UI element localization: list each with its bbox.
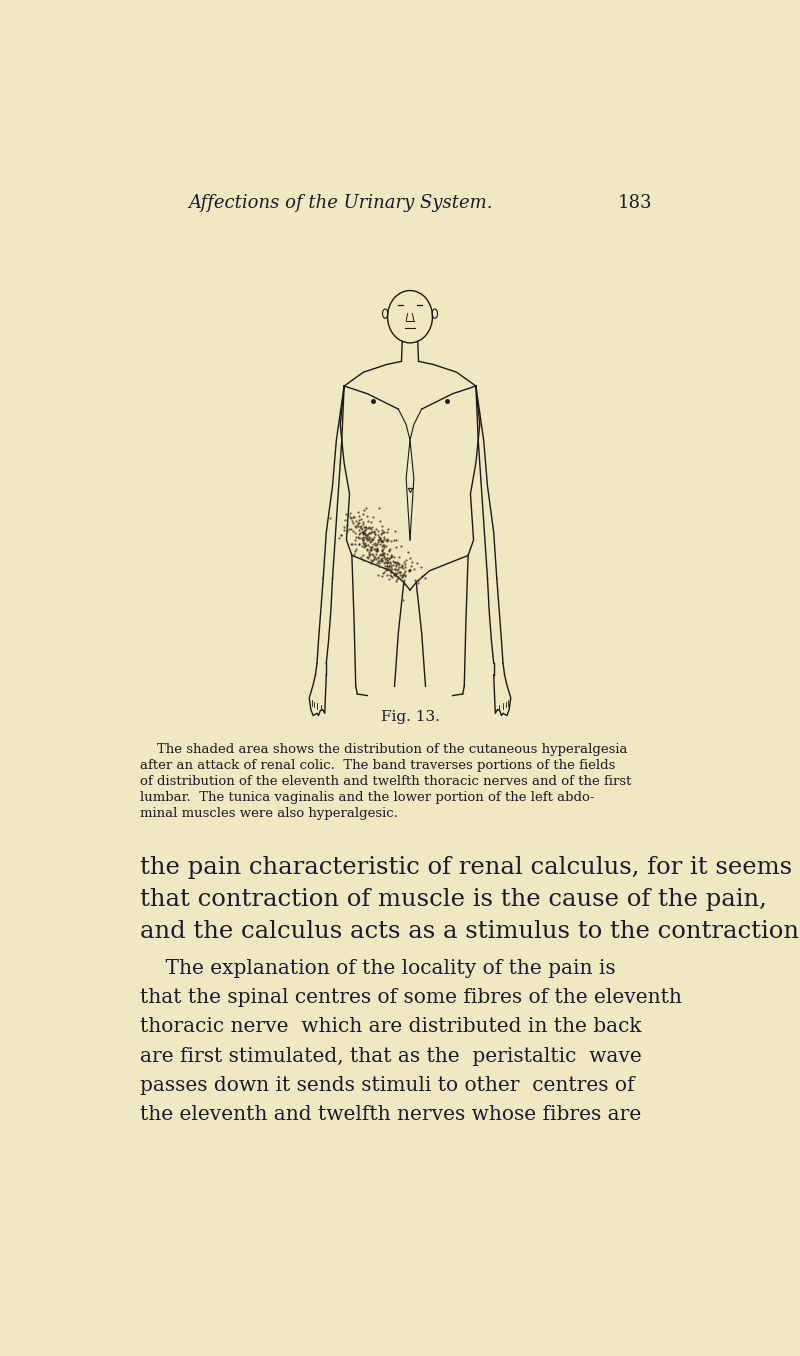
Text: Fig. 13.: Fig. 13. xyxy=(381,711,439,724)
Text: 183: 183 xyxy=(618,194,652,212)
Text: are first stimulated, that as the  peristaltic  wave: are first stimulated, that as the perist… xyxy=(140,1047,642,1066)
Text: The explanation of the locality of the pain is: The explanation of the locality of the p… xyxy=(140,959,616,978)
Text: of distribution of the eleventh and twelfth thoracic nerves and of the first: of distribution of the eleventh and twel… xyxy=(140,774,632,788)
Text: that contraction of muscle is the cause of the pain,: that contraction of muscle is the cause … xyxy=(140,888,767,911)
Text: passes down it sends stimuli to other  centres of: passes down it sends stimuli to other ce… xyxy=(140,1075,635,1094)
Text: the eleventh and twelfth nerves whose fibres are: the eleventh and twelfth nerves whose fi… xyxy=(140,1105,642,1124)
Text: thoracic nerve  which are distributed in the back: thoracic nerve which are distributed in … xyxy=(140,1017,642,1036)
Text: minal muscles were also hyperalgesic.: minal muscles were also hyperalgesic. xyxy=(140,807,398,820)
Text: lumbar.  The tunica vaginalis and the lower portion of the left abdo-: lumbar. The tunica vaginalis and the low… xyxy=(140,791,594,804)
Text: that the spinal centres of some fibres of the eleventh: that the spinal centres of some fibres o… xyxy=(140,989,682,1008)
Text: The shaded area shows the distribution of the cutaneous hyperalgesia: The shaded area shows the distribution o… xyxy=(140,743,628,755)
Text: Affections of the Urinary System.: Affections of the Urinary System. xyxy=(188,194,493,212)
Text: the pain characteristic of renal calculus, for it seems: the pain characteristic of renal calculu… xyxy=(140,856,793,879)
Text: and the calculus acts as a stimulus to the contraction.: and the calculus acts as a stimulus to t… xyxy=(140,921,800,944)
Text: after an attack of renal colic.  The band traverses portions of the fields: after an attack of renal colic. The band… xyxy=(140,759,616,772)
